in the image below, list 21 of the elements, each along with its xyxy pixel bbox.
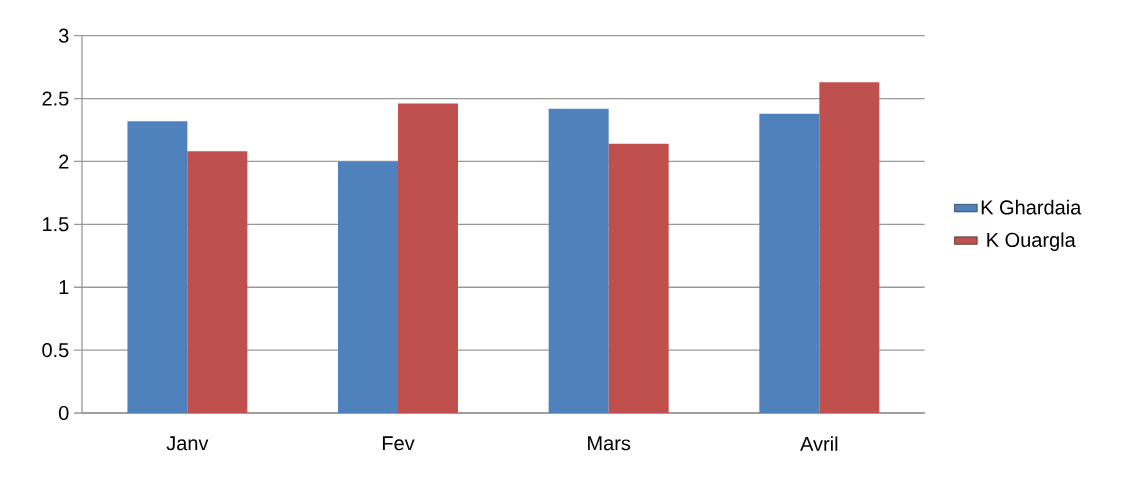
legend-label: K Ghardaia bbox=[981, 199, 1082, 215]
y-tick-label: 2.5 bbox=[42, 91, 69, 106]
bar bbox=[187, 151, 248, 413]
y-tick-label: 0.5 bbox=[42, 343, 69, 358]
x-tick-label: Mars bbox=[588, 436, 631, 451]
y-tick-label: 1.5 bbox=[43, 217, 69, 232]
bar bbox=[338, 161, 399, 413]
y-tick-label: 1 bbox=[59, 280, 69, 295]
bar bbox=[127, 121, 188, 413]
legend-label: K Ouargla bbox=[987, 232, 1076, 251]
bar bbox=[819, 82, 880, 413]
y-tick-label: 2 bbox=[59, 154, 69, 169]
bar bbox=[608, 143, 669, 413]
y-tick-label: 0 bbox=[58, 405, 69, 421]
bar bbox=[759, 113, 820, 413]
x-tick-label: Janv bbox=[166, 436, 209, 451]
x-tick-label: Avril bbox=[800, 436, 838, 451]
y-tick-label: 3 bbox=[58, 28, 69, 43]
bar bbox=[398, 103, 458, 413]
x-tick-label: Fev bbox=[382, 436, 415, 451]
bar bbox=[548, 108, 609, 413]
